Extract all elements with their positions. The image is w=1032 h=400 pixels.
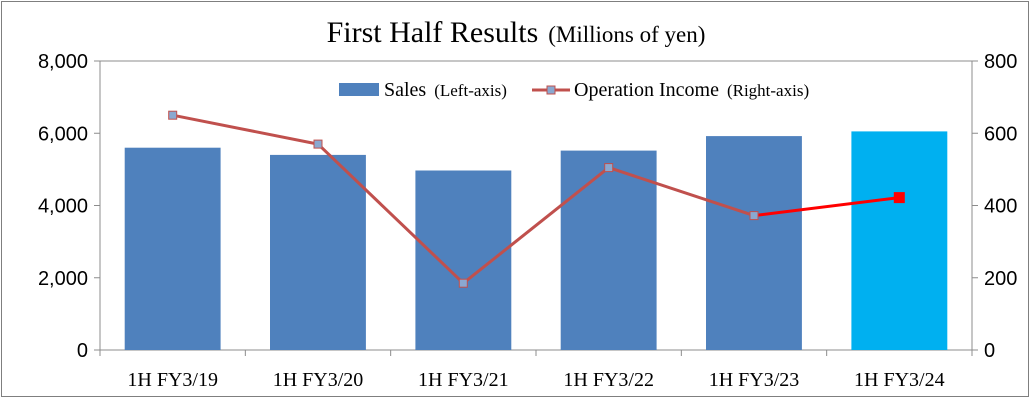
bar-5 — [706, 136, 802, 350]
bar-6 — [851, 131, 948, 350]
x-axis-label-5: 1H FY3/23 — [709, 369, 800, 391]
right-axis-tick-label-5: 800 — [984, 51, 1017, 73]
chart-title: First Half Results (Millions of yen) — [327, 16, 706, 49]
bar-series — [124, 131, 948, 350]
line-segment-4 — [608, 166, 755, 218]
bar-3 — [415, 170, 512, 350]
line-segment-1 — [172, 113, 319, 146]
x-axis-label-4: 1H FY3/22 — [563, 369, 654, 391]
bar-1 — [124, 147, 221, 350]
legend-marker-income — [546, 85, 556, 95]
legend-label-sales: Sales (Left-axis) — [384, 79, 507, 101]
legend-income-name: Operation Income — [574, 79, 719, 101]
left-axis-tick-label-4: 6,000 — [38, 123, 88, 145]
legend-sales-name: Sales — [384, 79, 426, 101]
legend-swatch-sales — [339, 83, 379, 96]
line-point-6 — [893, 192, 905, 204]
line-segment-5 — [753, 196, 900, 218]
right-axis-tick-label-4: 600 — [984, 123, 1017, 145]
line-segment-2 — [316, 143, 465, 285]
left-axis-tick-label-2: 2,000 — [38, 268, 88, 290]
line-segment-3 — [462, 166, 610, 285]
bar-2 — [270, 154, 366, 350]
right-axis-tick-label-2: 200 — [984, 268, 1017, 290]
legend-income-note: (Right-axis) — [727, 81, 809, 100]
x-axis-label-1: 1H FY3/19 — [127, 369, 218, 391]
x-axis-label-3: 1H FY3/21 — [418, 369, 509, 391]
legend-sales-note: (Left-axis) — [434, 81, 507, 100]
left-axis-tick-label-1: 0 — [77, 340, 88, 362]
chart-title-main: First Half Results — [327, 16, 539, 49]
axes: 0 2,000 4,000 6,000 8,000 0 200 400 600 800 1H FY3… — [38, 51, 1017, 391]
bar-4 — [560, 150, 657, 350]
right-axis-tick-label-3: 400 — [984, 196, 1017, 218]
line-point-3 — [458, 278, 468, 288]
line-point-2 — [313, 139, 323, 149]
legend-label-income: Operation Income (Right-axis) — [574, 79, 809, 101]
left-axis-tick-label-5: 8,000 — [38, 51, 88, 73]
legend: Sales (Left-axis) Operation Income (Righ… — [339, 79, 809, 101]
left-axis-tick-label-3: 4,000 — [38, 196, 88, 218]
line-point-5 — [749, 211, 759, 221]
x-axis-label-2: 1H FY3/20 — [273, 369, 364, 391]
line-point-1 — [168, 110, 178, 120]
right-axis-tick-label-1: 0 — [984, 340, 995, 362]
line-point-4 — [604, 163, 614, 173]
x-axis-label-6: 1H FY3/24 — [854, 369, 945, 391]
chart-title-unit: (Millions of yen) — [548, 22, 705, 47]
line-series — [168, 110, 905, 288]
